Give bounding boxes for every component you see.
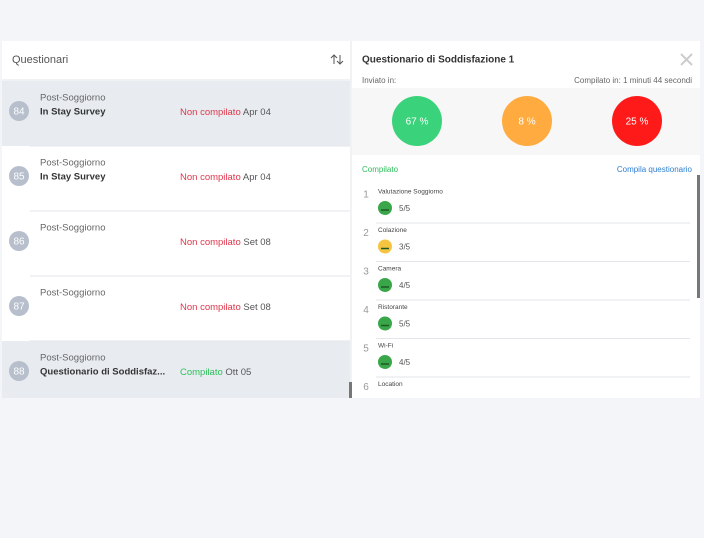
item-date: Set 08 <box>243 237 270 248</box>
question-number: 5 <box>363 344 369 355</box>
item-type: Post-Soggiorno <box>40 93 105 104</box>
question-score: 4/5 <box>399 281 411 290</box>
item-type: Post-Soggiorno <box>40 288 105 299</box>
questions: 67 % 8 % 25 % 1 Valutazione Soggiorno 5/5 2 Col… <box>363 96 690 393</box>
list-item[interactable] <box>2 341 350 398</box>
stat-circle <box>392 96 442 146</box>
list-item[interactable] <box>2 276 350 341</box>
item-status: Non compilato <box>180 172 241 183</box>
detail-status: Compilato <box>362 165 399 174</box>
list-title: Questionari <box>12 54 68 66</box>
item-number: 86 <box>13 237 25 248</box>
item-status: Non compilato <box>180 302 241 313</box>
sort-icon[interactable] <box>330 54 344 65</box>
item-date: Set 08 <box>243 302 270 313</box>
item-status-line: Non compilato Apr 04 <box>180 107 271 118</box>
item-status: Non compilato <box>180 107 241 118</box>
duration: Compilato in: 1 minuti 44 secondi <box>574 76 692 85</box>
question-number: 4 <box>363 305 369 316</box>
question-number: 6 <box>363 382 369 393</box>
item-number: 87 <box>13 302 25 313</box>
detail-scrollbar <box>697 175 700 298</box>
score-icon <box>378 239 392 254</box>
item-name: In Stay Survey <box>40 172 106 183</box>
item-date: Ott 05 <box>225 367 251 378</box>
item-badge <box>9 231 29 251</box>
stat-label: 8 % <box>518 117 535 128</box>
list-item[interactable] <box>2 81 350 146</box>
question-number: 3 <box>363 267 369 278</box>
item-status: Compilato <box>180 367 223 378</box>
score-icon <box>378 316 392 331</box>
question-score: 3/5 <box>399 243 411 252</box>
score-icon <box>378 278 392 292</box>
item-number: 88 <box>13 367 25 378</box>
question-score: 4/5 <box>399 358 411 367</box>
item-status-line: Non compilato Set 08 <box>180 302 271 313</box>
item-number: 84 <box>13 107 25 118</box>
stat-label: 67 % <box>406 117 429 128</box>
item-status-line: Compilato Ott 05 <box>180 367 251 378</box>
item-status-line: Non compilato Apr 04 <box>180 172 271 183</box>
score-icon <box>378 355 392 369</box>
question-score: 5/5 <box>399 320 411 329</box>
scrollbar <box>349 382 352 398</box>
item-date: Apr 04 <box>243 172 271 183</box>
item-name: In Stay Survey <box>40 107 106 118</box>
item-type: Post-Soggiorno <box>40 223 105 234</box>
list: 84 Post-Soggiorno In Stay Survey Non compil… <box>2 81 350 398</box>
item-type: Post-Soggiorno <box>40 158 105 169</box>
stat-circle <box>502 96 552 146</box>
question-label: Wi-Fi <box>378 343 393 350</box>
item-date: Apr 04 <box>243 107 271 118</box>
item-badge <box>9 101 29 121</box>
list-item[interactable] <box>2 211 350 276</box>
question-score: 5/5 <box>399 204 411 213</box>
item-type: Post-Soggiorno <box>40 353 105 364</box>
detail-title: Questionario di Soddisfazione 1 <box>362 55 515 66</box>
score-icon <box>378 201 392 215</box>
item-name: Questionario di Soddisfaz... <box>40 367 165 378</box>
item-status: Non compilato <box>180 237 241 248</box>
item-badge <box>9 361 29 381</box>
question-label: Colazione <box>378 227 407 234</box>
stat-label: 25 % <box>626 117 649 128</box>
question-label: Location <box>378 381 403 388</box>
item-number: 85 <box>13 172 25 183</box>
sent-label: Inviato in: <box>362 76 396 85</box>
compile-link[interactable]: Compila questionario <box>617 165 693 174</box>
item-badge <box>9 296 29 316</box>
question-label: Valutazione Soggiorno <box>378 189 443 196</box>
question-number: 2 <box>363 228 369 239</box>
item-status-line: Non compilato Set 08 <box>180 237 271 248</box>
close-button[interactable] <box>680 53 693 66</box>
item-badge <box>9 166 29 186</box>
stat-circle <box>612 96 662 146</box>
question-label: Camera <box>378 266 402 273</box>
list-item[interactable] <box>2 146 350 211</box>
question-number: 1 <box>363 190 369 201</box>
question-label: Ristorante <box>378 304 408 311</box>
